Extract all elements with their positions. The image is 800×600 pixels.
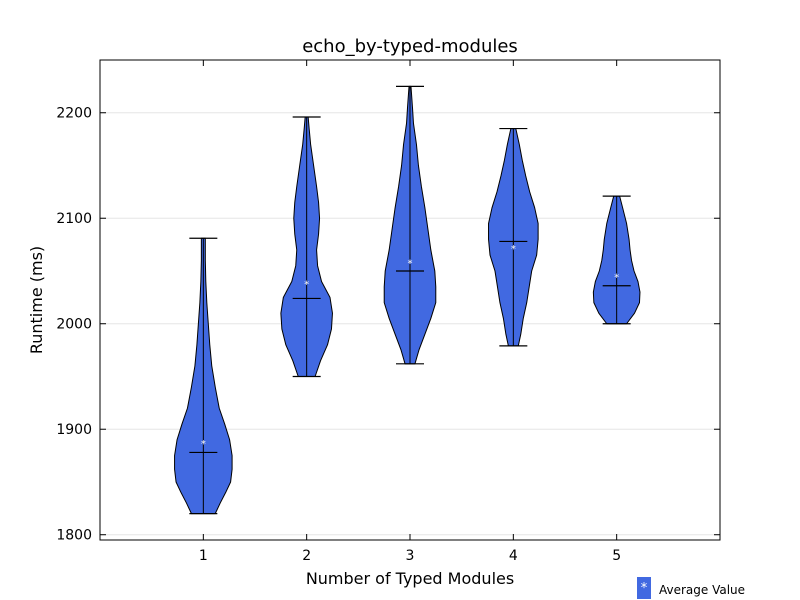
violin-3: *	[383, 85, 437, 365]
legend-swatch	[637, 577, 651, 599]
x-tick-label: 1	[199, 548, 208, 564]
x-tick-label: 4	[509, 548, 518, 564]
legend-label: Average Value	[659, 583, 745, 597]
y-tick-label: 1800	[56, 528, 92, 544]
legend-marker: *	[641, 581, 648, 596]
violin-5: *	[592, 195, 641, 325]
violin-1: *	[174, 237, 233, 515]
y-tick-label: 1900	[56, 422, 92, 438]
y-tick-label: 2100	[56, 211, 92, 227]
violin-2: *	[280, 116, 333, 378]
violins: * * * * *	[174, 85, 641, 515]
violin-mean-marker: *	[201, 439, 206, 450]
x-tick-label: 2	[302, 548, 311, 564]
chart-title: echo_by-typed-modules	[302, 36, 518, 57]
violin-mean-marker: *	[614, 272, 619, 283]
x-axis: 1 2 3 4 5	[199, 60, 621, 564]
violin-mean-marker: *	[408, 259, 413, 270]
x-tick-label: 3	[406, 548, 415, 564]
y-axis: 1800 1900 2000 2100 2200	[56, 106, 720, 544]
x-axis-label: Number of Typed Modules	[306, 569, 514, 588]
legend: * Average Value	[637, 577, 745, 599]
violin-mean-marker: *	[304, 280, 309, 291]
violin-4: *	[488, 127, 539, 347]
y-tick-label: 2200	[56, 106, 92, 122]
x-tick-label: 5	[612, 548, 621, 564]
y-tick-label: 2000	[56, 317, 92, 333]
y-axis-label: Runtime (ms)	[27, 246, 46, 354]
violin-mean-marker: *	[511, 244, 516, 255]
